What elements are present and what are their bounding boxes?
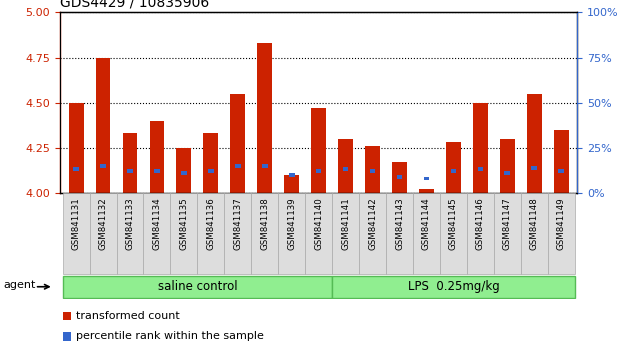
Text: GSM841143: GSM841143 (395, 197, 404, 250)
Text: GSM841139: GSM841139 (287, 197, 296, 250)
FancyBboxPatch shape (225, 193, 251, 274)
FancyBboxPatch shape (332, 275, 575, 298)
Text: GSM841137: GSM841137 (233, 197, 242, 250)
FancyBboxPatch shape (548, 193, 575, 274)
Bar (177, 148, 191, 193)
Bar (316, 169, 321, 173)
Text: GSM841131: GSM841131 (71, 197, 81, 250)
Text: percentile rank within the sample: percentile rank within the sample (76, 331, 264, 342)
Bar (257, 43, 272, 193)
FancyBboxPatch shape (62, 193, 90, 274)
Bar (338, 139, 353, 193)
Text: GSM841145: GSM841145 (449, 197, 458, 250)
Bar (230, 94, 245, 193)
Text: GSM841133: GSM841133 (126, 197, 134, 250)
FancyBboxPatch shape (332, 193, 359, 274)
Text: GSM841140: GSM841140 (314, 197, 323, 250)
Bar (96, 58, 110, 193)
Bar (500, 139, 515, 193)
Bar (73, 167, 79, 171)
FancyBboxPatch shape (170, 193, 198, 274)
Bar (235, 164, 240, 168)
Bar (285, 175, 299, 193)
FancyBboxPatch shape (278, 193, 305, 274)
Bar (392, 162, 407, 193)
Bar (127, 169, 133, 173)
FancyBboxPatch shape (521, 193, 548, 274)
Text: GSM841138: GSM841138 (260, 197, 269, 250)
Text: GSM841142: GSM841142 (368, 197, 377, 250)
Text: GDS4429 / 10835906: GDS4429 / 10835906 (60, 0, 209, 10)
Bar (289, 173, 295, 177)
Bar (370, 169, 375, 173)
Bar (554, 130, 569, 193)
Bar (527, 94, 541, 193)
FancyBboxPatch shape (467, 193, 494, 274)
Bar (451, 169, 456, 173)
Bar (446, 142, 461, 193)
Text: GSM841141: GSM841141 (341, 197, 350, 250)
FancyBboxPatch shape (198, 193, 225, 274)
Text: GSM841148: GSM841148 (530, 197, 539, 250)
Bar (69, 103, 83, 193)
Bar (154, 169, 160, 173)
Bar (478, 167, 483, 171)
Text: GSM841147: GSM841147 (503, 197, 512, 250)
FancyBboxPatch shape (359, 193, 386, 274)
Text: GSM841135: GSM841135 (179, 197, 189, 250)
FancyBboxPatch shape (90, 193, 117, 274)
Bar (100, 164, 106, 168)
Text: saline control: saline control (158, 280, 237, 293)
Text: GSM841132: GSM841132 (98, 197, 107, 250)
Bar (262, 164, 268, 168)
Text: GSM841149: GSM841149 (557, 197, 566, 250)
FancyBboxPatch shape (143, 193, 170, 274)
FancyBboxPatch shape (494, 193, 521, 274)
Text: transformed count: transformed count (76, 311, 180, 321)
Bar (419, 189, 434, 193)
Text: LPS  0.25mg/kg: LPS 0.25mg/kg (408, 280, 499, 293)
Bar (558, 169, 564, 173)
Text: GSM841144: GSM841144 (422, 197, 431, 250)
FancyBboxPatch shape (251, 193, 278, 274)
Text: GSM841134: GSM841134 (153, 197, 162, 250)
FancyBboxPatch shape (413, 193, 440, 274)
FancyBboxPatch shape (386, 193, 413, 274)
Text: agent: agent (3, 280, 35, 290)
Bar (150, 121, 164, 193)
Bar (531, 166, 537, 170)
FancyBboxPatch shape (117, 193, 143, 274)
Bar (203, 133, 218, 193)
Bar (343, 167, 348, 171)
Bar (504, 171, 510, 175)
Bar (397, 175, 403, 179)
FancyBboxPatch shape (62, 275, 332, 298)
Bar (423, 177, 429, 181)
Bar (208, 169, 214, 173)
Text: GSM841146: GSM841146 (476, 197, 485, 250)
Bar (473, 103, 488, 193)
FancyBboxPatch shape (305, 193, 332, 274)
FancyBboxPatch shape (440, 193, 467, 274)
Bar (122, 133, 138, 193)
Bar (181, 171, 187, 175)
Bar (311, 108, 326, 193)
Bar (365, 146, 380, 193)
Text: GSM841136: GSM841136 (206, 197, 215, 250)
